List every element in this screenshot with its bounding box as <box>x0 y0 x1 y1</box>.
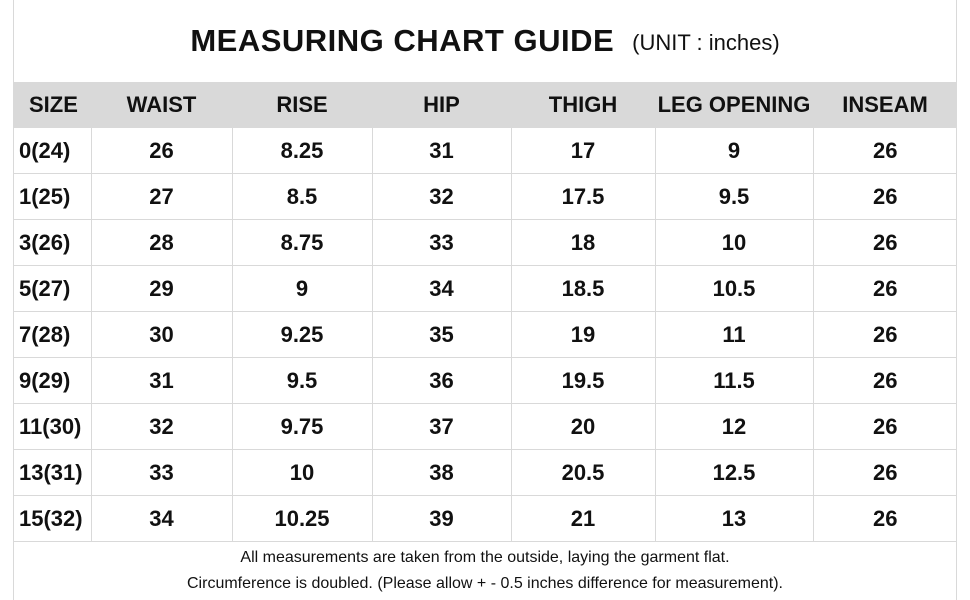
waist-cell: 27 <box>91 173 233 220</box>
size-cell: 11(30) <box>13 403 92 450</box>
inseam-cell: 26 <box>813 403 957 450</box>
inseam-cell: 26 <box>813 449 957 496</box>
rise-cell: 9 <box>232 265 373 312</box>
hip-cell: 36 <box>372 357 512 404</box>
thigh-cell: 19.5 <box>511 357 656 404</box>
size-cell: 0(24) <box>13 128 92 174</box>
table-row: 13(31) 33 10 38 20.5 12.5 26 <box>13 449 957 496</box>
leg-opening-cell: 9.5 <box>655 173 814 220</box>
size-cell: 1(25) <box>13 173 92 220</box>
hip-cell: 33 <box>372 219 512 266</box>
header-row: SIZE WAIST RISE HIP THIGH LEG OPENING IN… <box>13 82 957 128</box>
waist-cell: 28 <box>91 219 233 266</box>
size-cell: 13(31) <box>13 449 92 496</box>
footnote-line-1: All measurements are taken from the outs… <box>240 549 730 566</box>
table-row: 1(25) 27 8.5 32 17.5 9.5 26 <box>13 173 957 220</box>
rise-cell: 8.25 <box>232 128 373 174</box>
hip-cell: 35 <box>372 311 512 358</box>
table-row: 7(28) 30 9.25 35 19 11 26 <box>13 311 957 358</box>
rise-cell: 10.25 <box>232 495 373 542</box>
table-row: 3(26) 28 8.75 33 18 10 26 <box>13 219 957 266</box>
size-cell: 3(26) <box>13 219 92 266</box>
column-header-leg-opening: LEG OPENING <box>655 82 813 128</box>
thigh-cell: 17.5 <box>511 173 656 220</box>
thigh-cell: 21 <box>511 495 656 542</box>
table-row: 11(30) 32 9.75 37 20 12 26 <box>13 403 957 450</box>
waist-cell: 30 <box>91 311 233 358</box>
hip-cell: 39 <box>372 495 512 542</box>
measurement-table: SIZE WAIST RISE HIP THIGH LEG OPENING IN… <box>13 82 957 542</box>
thigh-cell: 19 <box>511 311 656 358</box>
size-cell: 9(29) <box>13 357 92 404</box>
thigh-cell: 18.5 <box>511 265 656 312</box>
inseam-cell: 26 <box>813 128 957 174</box>
size-cell: 15(32) <box>13 495 92 542</box>
thigh-cell: 17 <box>511 128 656 174</box>
leg-opening-cell: 11 <box>655 311 814 358</box>
leg-opening-cell: 9 <box>655 128 814 174</box>
column-header-waist: WAIST <box>91 82 232 128</box>
leg-opening-cell: 11.5 <box>655 357 814 404</box>
hip-cell: 32 <box>372 173 512 220</box>
rise-cell: 8.5 <box>232 173 373 220</box>
table-row: 5(27) 29 9 34 18.5 10.5 26 <box>13 265 957 312</box>
inseam-cell: 26 <box>813 311 957 358</box>
hip-cell: 37 <box>372 403 512 450</box>
leg-opening-cell: 13 <box>655 495 814 542</box>
table-row: 15(32) 34 10.25 39 21 13 26 <box>13 495 957 542</box>
title-row: MEASURING CHART GUIDE (UNIT : inches) <box>13 0 957 82</box>
column-header-hip: HIP <box>372 82 511 128</box>
inseam-cell: 26 <box>813 495 957 542</box>
rise-cell: 8.75 <box>232 219 373 266</box>
footnote: All measurements are taken from the outs… <box>13 542 957 600</box>
waist-cell: 32 <box>91 403 233 450</box>
hip-cell: 38 <box>372 449 512 496</box>
leg-opening-cell: 10.5 <box>655 265 814 312</box>
waist-cell: 29 <box>91 265 233 312</box>
rise-cell: 9.5 <box>232 357 373 404</box>
waist-cell: 26 <box>91 128 233 174</box>
hip-cell: 31 <box>372 128 512 174</box>
rise-cell: 9.25 <box>232 311 373 358</box>
column-header-size: SIZE <box>13 82 91 128</box>
thigh-cell: 20 <box>511 403 656 450</box>
footnote-line-2: Circumference is doubled. (Please allow … <box>187 575 783 592</box>
inseam-cell: 26 <box>813 173 957 220</box>
inseam-cell: 26 <box>813 265 957 312</box>
unit-label: (UNIT : inches) <box>632 30 780 55</box>
rise-cell: 10 <box>232 449 373 496</box>
rise-cell: 9.75 <box>232 403 373 450</box>
waist-cell: 31 <box>91 357 233 404</box>
table-row: 0(24) 26 8.25 31 17 9 26 <box>13 128 957 174</box>
column-header-rise: RISE <box>232 82 372 128</box>
size-cell: 5(27) <box>13 265 92 312</box>
waist-cell: 34 <box>91 495 233 542</box>
inseam-cell: 26 <box>813 357 957 404</box>
column-header-inseam: INSEAM <box>813 82 957 128</box>
leg-opening-cell: 10 <box>655 219 814 266</box>
thigh-cell: 20.5 <box>511 449 656 496</box>
leg-opening-cell: 12.5 <box>655 449 814 496</box>
column-header-thigh: THIGH <box>511 82 655 128</box>
hip-cell: 34 <box>372 265 512 312</box>
waist-cell: 33 <box>91 449 233 496</box>
thigh-cell: 18 <box>511 219 656 266</box>
leg-opening-cell: 12 <box>655 403 814 450</box>
inseam-cell: 26 <box>813 219 957 266</box>
table-row: 9(29) 31 9.5 36 19.5 11.5 26 <box>13 357 957 404</box>
page-title: MEASURING CHART GUIDE <box>190 23 615 58</box>
size-cell: 7(28) <box>13 311 92 358</box>
